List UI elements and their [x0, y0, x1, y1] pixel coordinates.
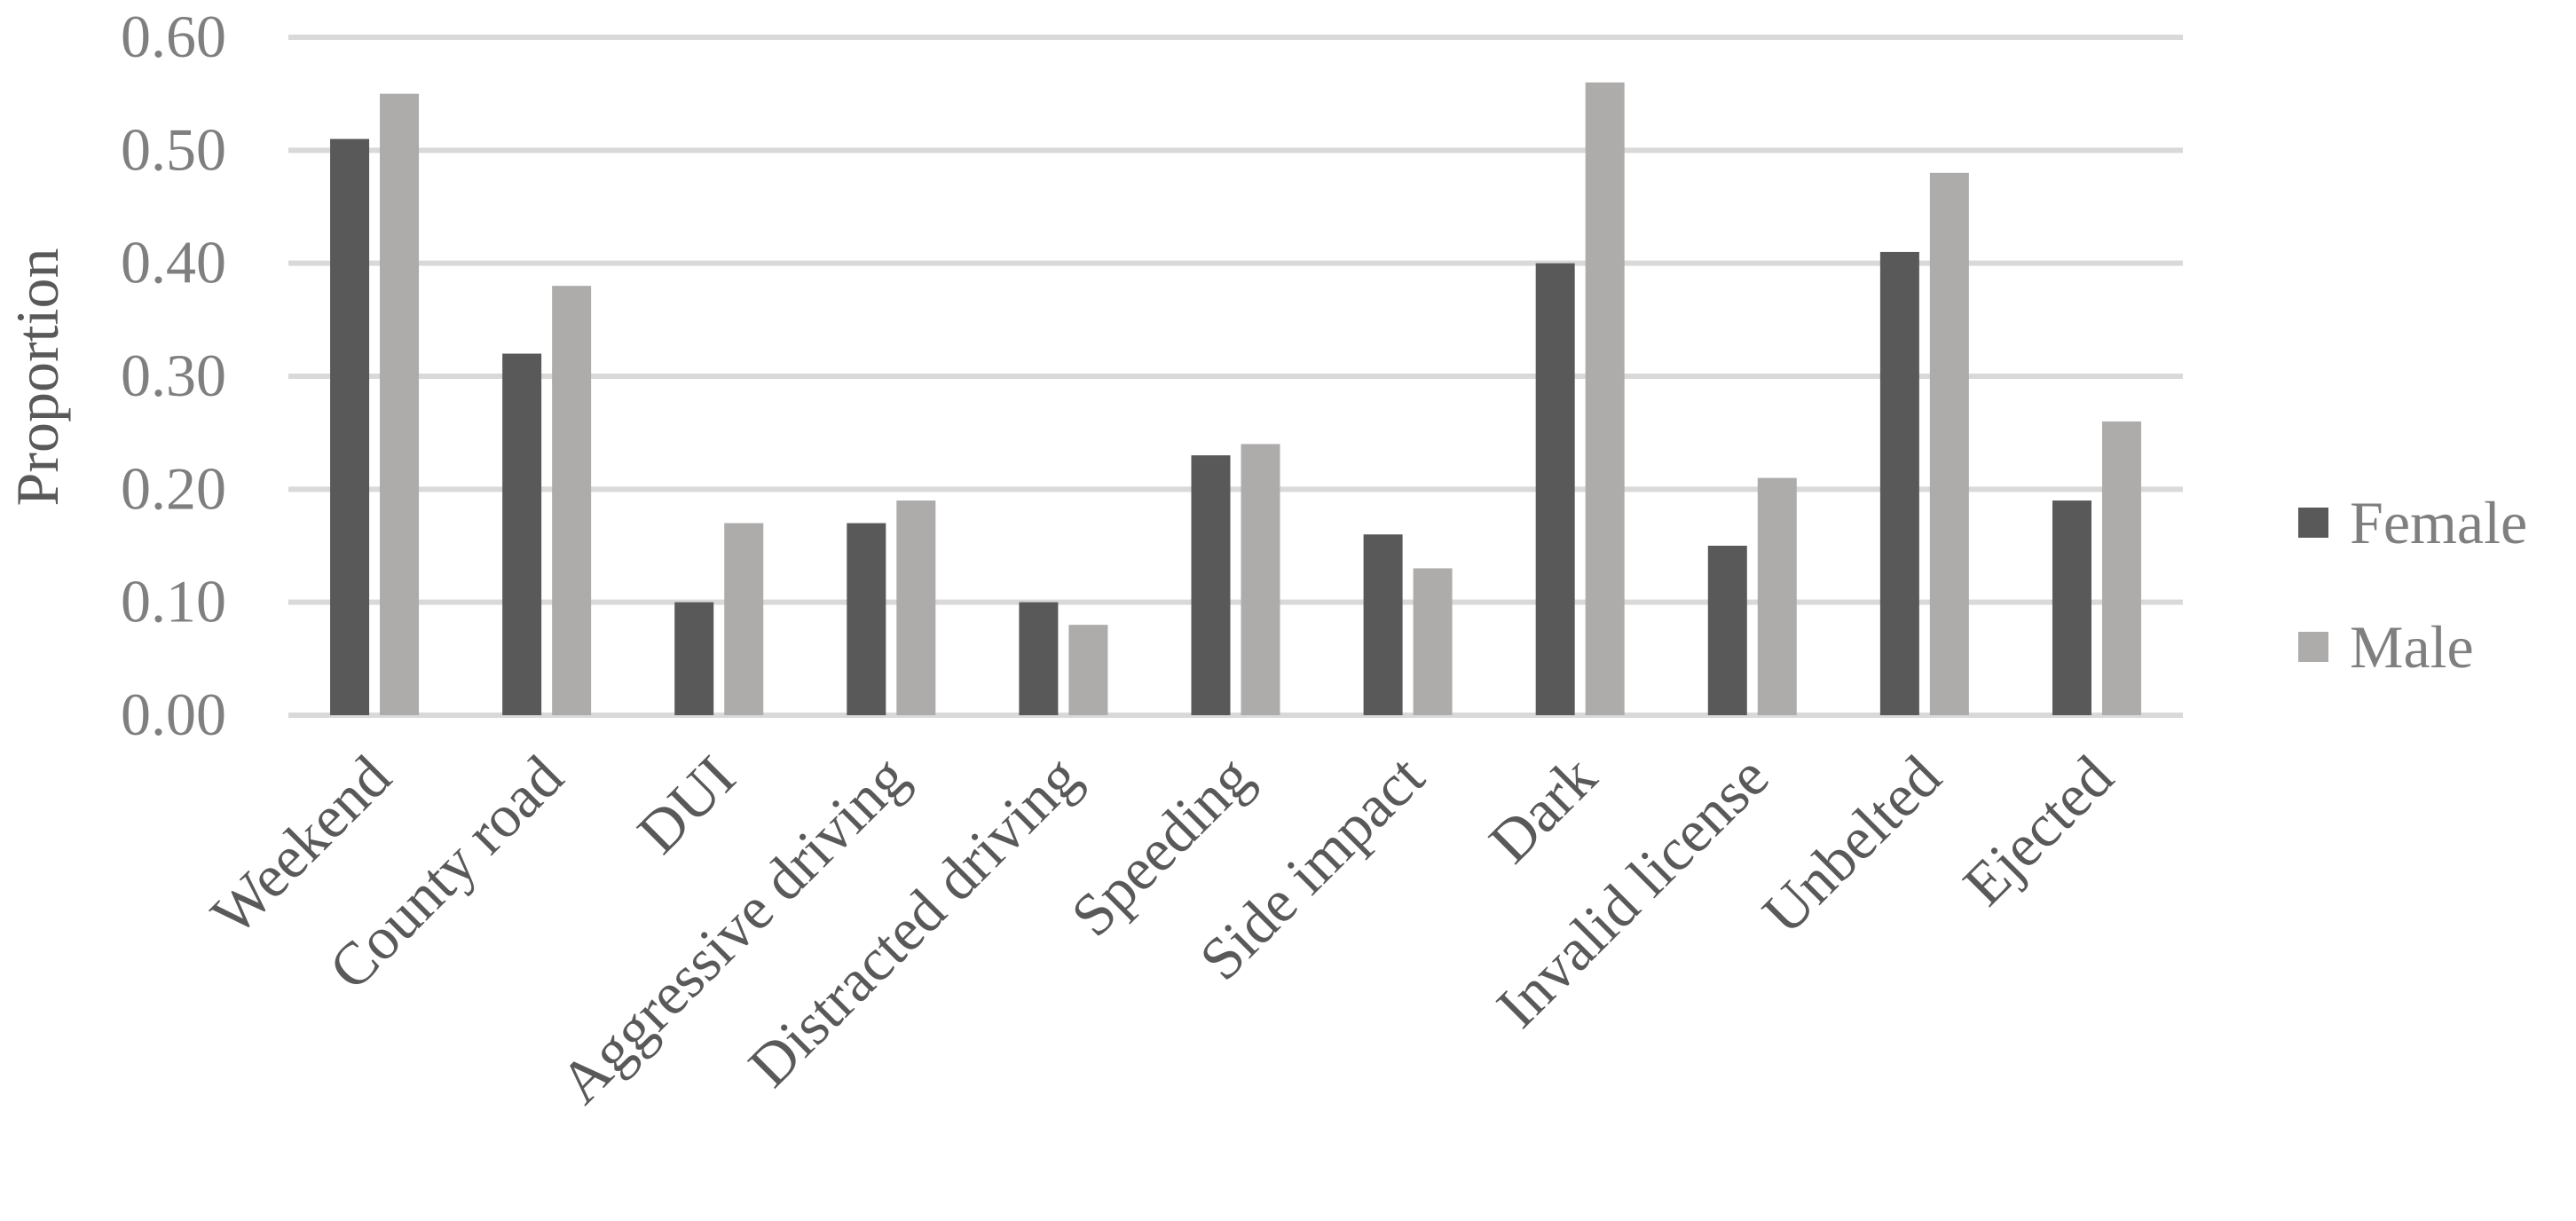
- y-tick-label: 0.20: [121, 454, 226, 522]
- y-tick-label: 0.40: [121, 229, 226, 296]
- bar-male-side-impact: [1413, 568, 1453, 715]
- y-axis-title: Proportion: [4, 248, 71, 507]
- bar-male-invalid-license: [1757, 477, 1797, 715]
- bar-male-ejected: [2101, 421, 2141, 715]
- y-tick-label: 0.00: [121, 681, 226, 748]
- x-category-label: Dark: [1476, 743, 1609, 876]
- legend-swatch-female: [2298, 508, 2328, 538]
- y-axis-tick-labels: 0.00 0.10 0.20 0.30 0.40 0.50 0.60: [121, 3, 226, 748]
- bar-female-dui: [674, 602, 714, 715]
- bar-female-dark: [1535, 263, 1575, 715]
- bar-female-speeding: [1191, 455, 1231, 715]
- legend-label-male: Male: [2350, 613, 2474, 681]
- bar-male-dark: [1585, 82, 1625, 715]
- bar-male-weekend: [380, 93, 420, 715]
- bar-male-county-road: [552, 286, 592, 715]
- gridlines: [288, 35, 2183, 718]
- bar-female-ejected: [2052, 500, 2092, 715]
- y-tick-label: 0.50: [121, 115, 226, 183]
- legend-swatch-male: [2298, 632, 2328, 662]
- y-tick-label: 0.60: [121, 3, 226, 70]
- bars: [330, 82, 2141, 716]
- bar-female-weekend: [330, 138, 370, 716]
- bar-female-distracted-driving: [1019, 602, 1059, 715]
- x-category-label: Ejected: [1950, 743, 2126, 918]
- x-category-label: DUI: [625, 743, 748, 866]
- bar-female-county-road: [502, 353, 542, 715]
- bar-female-unbelted: [1879, 251, 1919, 715]
- bar-female-invalid-license: [1707, 546, 1747, 715]
- bar-male-speeding: [1241, 444, 1280, 715]
- bar-female-aggressive-driving: [847, 523, 886, 715]
- y-tick-label: 0.10: [121, 568, 226, 635]
- legend: Female Male: [2298, 489, 2527, 681]
- bar-male-dui: [724, 523, 764, 715]
- y-tick-label: 0.30: [121, 342, 226, 409]
- bar-female-side-impact: [1363, 534, 1403, 715]
- bar-male-aggressive-driving: [896, 500, 936, 715]
- legend-label-female: Female: [2350, 489, 2527, 556]
- bar-male-unbelted: [1929, 172, 1969, 716]
- bar-male-distracted-driving: [1068, 625, 1108, 715]
- x-category-label: Unbelted: [1749, 743, 1953, 947]
